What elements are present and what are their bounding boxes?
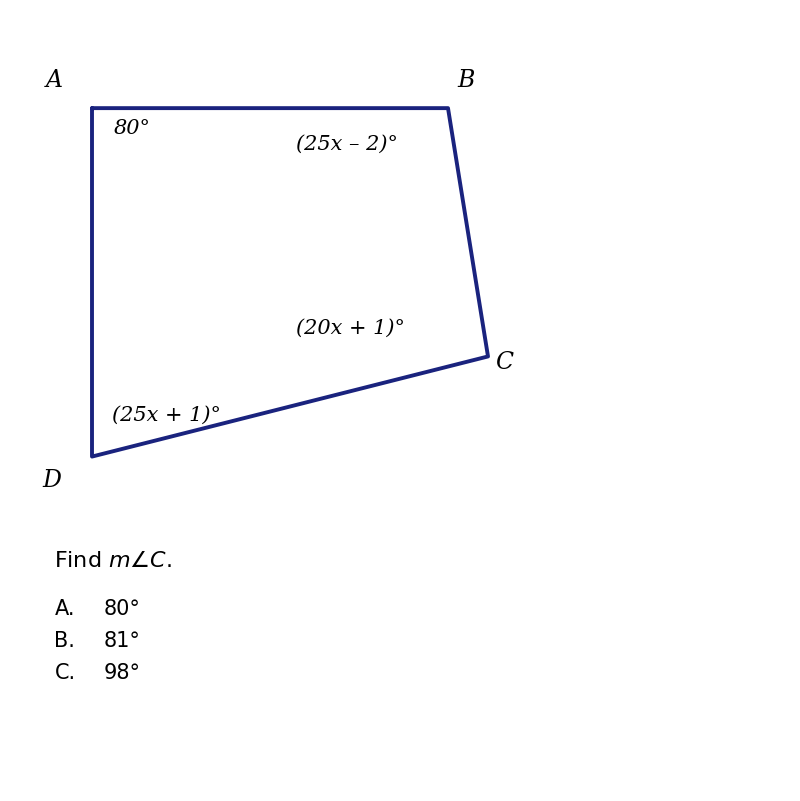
Text: 80°: 80° (114, 119, 150, 138)
Text: A.: A. (54, 599, 75, 618)
Text: Find $m\angle C$.: Find $m\angle C$. (54, 550, 173, 571)
Text: 98°: 98° (104, 663, 141, 682)
Text: (20x + 1)°: (20x + 1)° (296, 319, 405, 338)
Text: B.: B. (54, 631, 75, 650)
Text: C.: C. (54, 663, 75, 682)
Text: B: B (457, 69, 474, 91)
Text: (25x + 1)°: (25x + 1)° (112, 405, 221, 425)
Text: (25x – 2)°: (25x – 2)° (296, 135, 398, 154)
Text: C: C (495, 351, 513, 373)
Text: 80°: 80° (104, 599, 141, 618)
Text: D: D (42, 469, 62, 492)
Text: A: A (46, 69, 63, 91)
Text: 81°: 81° (104, 631, 141, 650)
